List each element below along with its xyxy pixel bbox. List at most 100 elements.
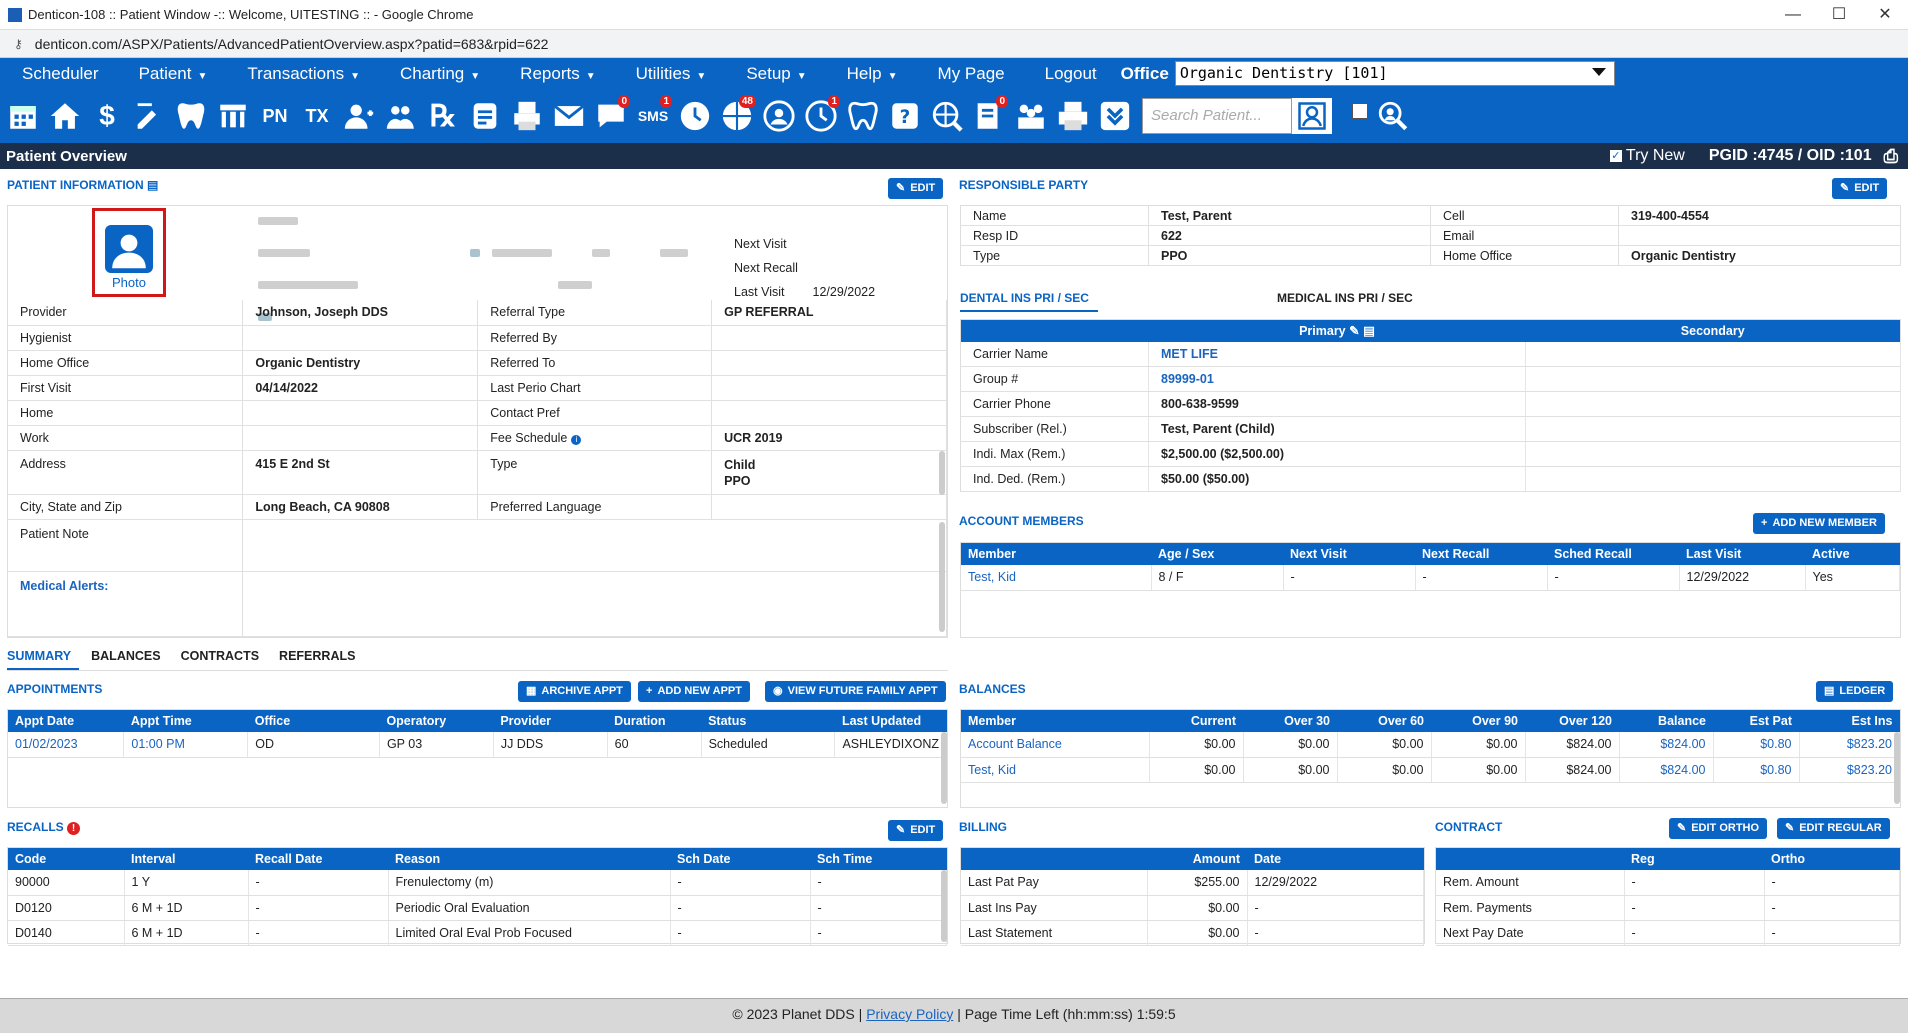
tab-contracts[interactable]: CONTRACTS (180, 649, 260, 663)
edit-regular-button[interactable]: ✎ EDIT REGULAR (1777, 818, 1890, 839)
tab-summary[interactable]: SUMMARY (7, 649, 72, 663)
column-header[interactable]: Duration (607, 710, 702, 732)
printer-icon[interactable] (1054, 95, 1092, 137)
column-header[interactable]: Sch Date (670, 848, 810, 870)
home-icon[interactable] (46, 95, 84, 137)
clock-icon[interactable] (676, 95, 714, 137)
column-header[interactable]: Ortho (1764, 848, 1900, 870)
tab-balances[interactable]: BALANCES (91, 649, 161, 663)
column-header[interactable]: Reason (388, 848, 670, 870)
sms-icon[interactable]: SMS 1 (634, 95, 672, 137)
table-cell[interactable]: $823.20 (1799, 757, 1900, 783)
column-header[interactable]: Next Visit (1283, 543, 1415, 565)
site-info-icon[interactable]: ⚷ (14, 36, 23, 51)
tab-medical-ins[interactable]: MEDICAL INS PRI / SEC (1277, 291, 1413, 305)
pencil-chart-icon[interactable] (130, 95, 168, 137)
menu-help[interactable]: Help ▼ (846, 63, 898, 83)
mail-icon[interactable] (550, 95, 588, 137)
column-header[interactable]: Date (1247, 848, 1424, 870)
privacy-policy-link[interactable]: Privacy Policy (866, 1006, 954, 1022)
table-cell[interactable]: $823.20 (1799, 732, 1900, 758)
column-header[interactable]: Over 30 (1243, 710, 1337, 732)
document-icon[interactable] (466, 95, 504, 137)
group-icon[interactable] (1012, 95, 1050, 137)
web-search-icon[interactable] (928, 95, 966, 137)
info-scrollbar[interactable] (939, 451, 945, 495)
close-icon[interactable]: ✕ (1878, 6, 1892, 23)
address-bar[interactable]: ⚷ denticon.com/ASPX/Patients/AdvancedPat… (0, 30, 1908, 58)
teeth-icon[interactable] (214, 95, 252, 137)
table-cell[interactable]: Test, Kid (961, 757, 1150, 783)
recalls-edit-button[interactable]: ✎ EDIT (888, 820, 944, 841)
patient-note-field[interactable] (242, 519, 947, 572)
column-header[interactable]: Est Pat (1713, 710, 1799, 732)
notes-check-icon[interactable]: 0 (970, 95, 1008, 137)
office-select[interactable]: Organic Dentistry [101] (1174, 61, 1615, 86)
table-cell[interactable]: 01:00 PM (123, 732, 249, 758)
progress-notes-icon[interactable]: PN (256, 95, 294, 137)
column-header[interactable] (1436, 848, 1624, 870)
column-header[interactable]: Member (961, 710, 1149, 732)
column-header[interactable]: Age / Sex (1151, 543, 1283, 565)
column-header[interactable]: Reg (1624, 848, 1764, 870)
maximize-icon[interactable]: ☐ (1831, 6, 1847, 23)
column-header[interactable]: Provider (493, 710, 608, 732)
column-header[interactable]: Last Visit (1679, 543, 1805, 565)
toolbar-checkbox[interactable] (1352, 103, 1368, 119)
menu-transactions[interactable]: Transactions ▼ (247, 63, 360, 83)
patient-edit-button[interactable]: ✎ EDIT (888, 178, 944, 199)
menu-patient[interactable]: Patient ▼ (138, 63, 208, 83)
calendar-icon[interactable] (4, 95, 42, 137)
clipboard-icon[interactable]: ▤ (147, 178, 159, 192)
table-cell[interactable]: 01/02/2023 (8, 732, 125, 758)
search-patient-icon[interactable] (1292, 98, 1332, 134)
recalls-scrollbar[interactable] (941, 870, 947, 942)
menu-reports[interactable]: Reports ▼ (520, 63, 596, 83)
table-cell[interactable]: Test, Kid (961, 565, 1152, 591)
column-header[interactable]: Next Recall (1415, 543, 1547, 565)
column-header[interactable]: Recall Date (248, 848, 388, 870)
add-family-icon[interactable] (382, 95, 420, 137)
table-cell[interactable]: $0.80 (1713, 732, 1800, 758)
tooth-icon[interactable] (172, 95, 210, 137)
table-cell[interactable]: $0.80 (1713, 757, 1800, 783)
column-header[interactable]: Amount (1147, 848, 1247, 870)
rp-edit-button[interactable]: ✎ EDIT (1832, 178, 1888, 199)
column-header[interactable]: Balance (1619, 710, 1713, 732)
print-form-icon[interactable] (508, 95, 546, 137)
column-header[interactable]: Code (8, 848, 124, 870)
prescription-icon[interactable]: ℞ (424, 95, 462, 137)
column-header[interactable]: Member (961, 543, 1151, 565)
minimize-icon[interactable]: — (1785, 6, 1801, 23)
search-patient-input[interactable]: Search Patient... (1142, 98, 1292, 134)
download-shield-icon[interactable] (1096, 95, 1134, 137)
chat-icon[interactable]: 0 (592, 95, 630, 137)
ledger-button[interactable]: ▤ LEDGER (1816, 681, 1894, 702)
tab-dental-ins[interactable]: DENTAL INS PRI / SEC (960, 291, 1098, 312)
column-header[interactable]: Last Updated (834, 710, 947, 732)
column-header[interactable]: Over 60 (1337, 710, 1431, 732)
column-header[interactable]: Appt Date (8, 710, 124, 732)
table-cell[interactable]: $824.00 (1619, 732, 1714, 758)
tooth-help-icon[interactable]: ? (886, 95, 924, 137)
recall-clock-icon[interactable]: 1 (802, 95, 840, 137)
view-future-family-appt-button[interactable]: ◉ VIEW FUTURE FAMILY APPT (765, 681, 946, 702)
try-new-toggle[interactable]: ✓ Try New (1609, 147, 1685, 165)
column-header[interactable]: Interval (124, 848, 248, 870)
column-header[interactable]: Current (1149, 710, 1243, 732)
alerts-scrollbar[interactable] (939, 522, 945, 632)
column-header[interactable]: Over 120 (1525, 710, 1619, 732)
edit-doc-icon[interactable]: ✎ (1349, 324, 1360, 339)
menu-charting[interactable]: Charting ▼ (400, 63, 481, 83)
table-cell[interactable]: $824.00 (1619, 757, 1714, 783)
column-header[interactable]: Appt Time (123, 710, 248, 732)
appointments-scrollbar[interactable] (941, 732, 947, 804)
add-patient-icon[interactable] (340, 95, 378, 137)
patient-photo[interactable]: Photo (92, 208, 166, 297)
tab-referrals[interactable]: REFERRALS (279, 649, 356, 663)
column-header[interactable]: Sched Recall (1547, 543, 1679, 565)
add-member-button[interactable]: + ADD NEW MEMBER (1753, 513, 1885, 534)
patient-portal-icon[interactable] (760, 95, 798, 137)
table-cell[interactable]: Account Balance (961, 732, 1150, 758)
column-header[interactable]: Sch Time (810, 848, 947, 870)
